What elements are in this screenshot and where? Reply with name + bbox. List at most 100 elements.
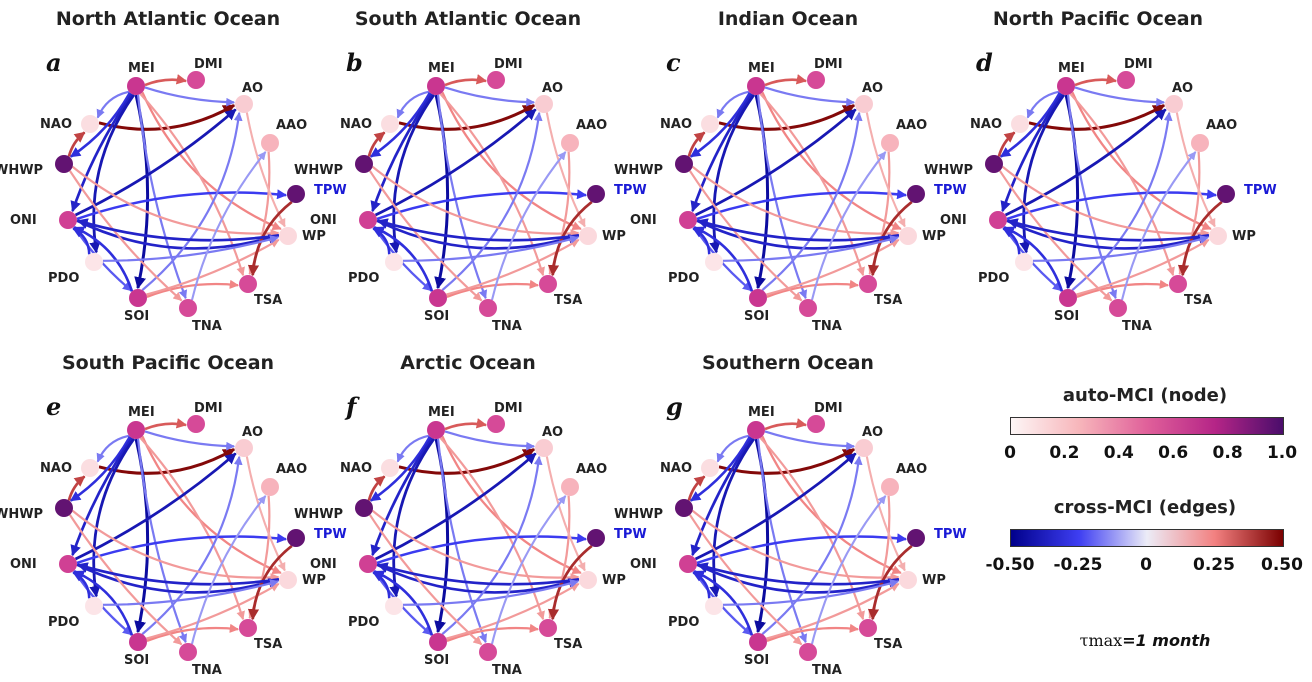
edge-whwp-wp bbox=[371, 509, 580, 582]
edge-soi-tsa bbox=[766, 279, 859, 298]
edge-tna-aao bbox=[490, 495, 567, 645]
edge-whwp-tna bbox=[368, 170, 483, 302]
edge-whwp-nao bbox=[367, 475, 386, 501]
edge-mei-wp bbox=[141, 91, 282, 231]
edge-mei-dmi bbox=[764, 418, 808, 431]
node-tick: 0.8 bbox=[1212, 443, 1243, 463]
node-label-mei: MEI bbox=[748, 405, 775, 420]
edge-soi-tsa bbox=[1076, 279, 1169, 298]
node-label-pdo: PDO bbox=[348, 271, 379, 286]
edge-oni-tpw bbox=[696, 533, 908, 565]
edge-mei-tsa bbox=[1069, 93, 1175, 277]
network-panel-f: MEI DMI AO AAO TPW WP TSA TNA SOI PDO ONI WHWP NAO Ar… bbox=[294, 352, 658, 682]
node-tna bbox=[179, 299, 197, 317]
edge-mei-nao bbox=[96, 90, 130, 119]
node-tpw bbox=[587, 185, 605, 203]
node-wp bbox=[579, 571, 597, 589]
node-label-wp: WP bbox=[602, 229, 626, 244]
edge-mei-pdo bbox=[709, 437, 756, 598]
edge-whwp-tna bbox=[688, 514, 803, 646]
node-label-pdo: PDO bbox=[348, 615, 379, 630]
edge-whwp-nao bbox=[67, 131, 86, 157]
node-tpw bbox=[287, 185, 305, 203]
node-label-tna: TNA bbox=[812, 319, 842, 334]
node-pdo bbox=[705, 253, 723, 271]
node-label-tsa: TSA bbox=[1184, 293, 1212, 308]
edge-whwp-nao bbox=[997, 131, 1016, 157]
node-label-tpw: TPW bbox=[614, 527, 647, 542]
edge-pdo-oni bbox=[72, 227, 91, 255]
node-ao bbox=[535, 439, 553, 457]
network-panel-g: MEI DMI AO AAO TPW WP TSA TNA SOI PDO ONI WHWP NAO So… bbox=[614, 352, 978, 682]
edge-mei-wp bbox=[761, 91, 902, 231]
edge-whwp-wp bbox=[1001, 165, 1210, 238]
node-label-ao: AO bbox=[862, 425, 883, 440]
edge-tick: 0.50 bbox=[1261, 555, 1303, 575]
node-tsa bbox=[239, 275, 257, 293]
node-label-oni: ONI bbox=[630, 213, 657, 228]
node-tna bbox=[479, 643, 497, 661]
edge-oni-ao bbox=[374, 108, 537, 217]
node-whwp bbox=[355, 499, 373, 517]
edge-mei-nao bbox=[1026, 90, 1060, 119]
node-wp bbox=[1209, 227, 1227, 245]
node-label-whwp: WHWP bbox=[614, 507, 663, 522]
node-aao bbox=[561, 134, 579, 152]
panel-title: Southern Ocean bbox=[702, 352, 874, 374]
edge-whwp-tna bbox=[68, 170, 183, 302]
edge-soi-ao bbox=[1071, 111, 1173, 291]
edge-soi-tsa bbox=[146, 279, 239, 298]
edge-mei-tsa bbox=[439, 437, 545, 621]
node-tsa bbox=[539, 619, 557, 637]
node-oni bbox=[359, 555, 377, 573]
edge-mei-ao bbox=[764, 430, 856, 451]
node-label-dmi: DMI bbox=[814, 401, 843, 416]
node-colorbar bbox=[1010, 417, 1284, 435]
network-graph: MEI DMI AO AAO TPW WP TSA TNA SOI PDO ONI WHWP NAO bbox=[0, 401, 347, 678]
node-label-tna: TNA bbox=[492, 663, 522, 678]
node-mei bbox=[1057, 77, 1075, 95]
edge-mei-whwp bbox=[69, 91, 132, 158]
node-wp bbox=[579, 227, 597, 245]
node-aao bbox=[261, 134, 279, 152]
edge-mei-tsa bbox=[439, 93, 545, 277]
edge-tna-aao bbox=[1120, 151, 1197, 301]
edge-oni-tpw bbox=[76, 189, 288, 221]
node-label-tna: TNA bbox=[492, 319, 522, 334]
edge-mei-whwp bbox=[689, 435, 752, 502]
edge-soi-wp bbox=[766, 238, 900, 296]
edge-mei-oni bbox=[690, 437, 754, 557]
node-label-tpw: TPW bbox=[1244, 183, 1277, 198]
node-label-soi: SOI bbox=[1054, 309, 1079, 324]
edge-mei-dmi bbox=[444, 74, 488, 87]
edge-soi-wp bbox=[146, 582, 280, 640]
edge-tna-aao bbox=[190, 151, 267, 301]
edge-mei-wp bbox=[1071, 91, 1212, 231]
network-graph: MEI DMI AO AAO TPW WP TSA TNA SOI PDO ONI WHWP NAO bbox=[294, 401, 647, 678]
node-label-mei: MEI bbox=[428, 61, 455, 76]
edge-soi-wp bbox=[146, 238, 280, 296]
edge-mei-nao bbox=[716, 90, 750, 119]
edge-mei-whwp bbox=[689, 91, 752, 158]
edge-colorbar-title: cross-MCI (edges) bbox=[1053, 497, 1237, 518]
node-label-aao: AAO bbox=[576, 118, 607, 133]
node-tick: 0.4 bbox=[1103, 443, 1134, 463]
node-label-tna: TNA bbox=[1122, 319, 1152, 334]
node-tsa bbox=[859, 275, 877, 293]
edge-tick: 0 bbox=[1140, 555, 1152, 575]
node-colorbar-ticks: 0 0.2 0.4 0.6 0.8 1.0 bbox=[1000, 443, 1300, 467]
edge-tna-aao bbox=[190, 495, 267, 645]
node-nao bbox=[1011, 115, 1029, 133]
node-tick: 0.2 bbox=[1049, 443, 1080, 463]
node-label-nao: NAO bbox=[660, 117, 692, 132]
node-wp bbox=[279, 227, 297, 245]
node-label-pdo: PDO bbox=[978, 271, 1009, 286]
node-pdo bbox=[705, 597, 723, 615]
node-pdo bbox=[1015, 253, 1033, 271]
node-label-tna: TNA bbox=[192, 663, 222, 678]
node-label-nao: NAO bbox=[40, 117, 72, 132]
edge-mei-dmi bbox=[444, 418, 488, 431]
node-label-ao: AO bbox=[542, 425, 563, 440]
edge-soi-tsa bbox=[446, 279, 539, 298]
network-panel-a: MEI DMI AO AAO TPW WP TSA TNA SOI PDO ONI WHWP NAO No… bbox=[0, 8, 358, 338]
